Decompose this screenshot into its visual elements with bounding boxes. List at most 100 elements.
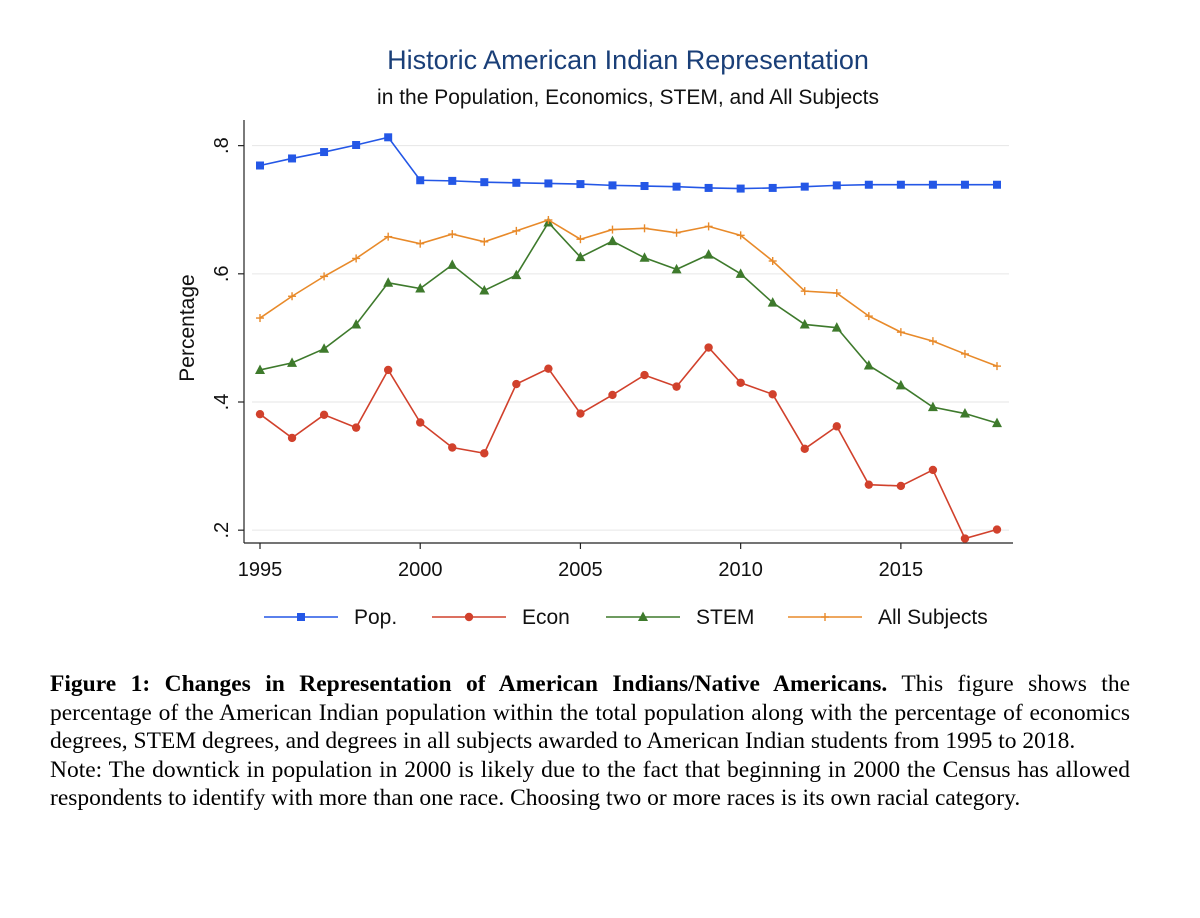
data-point-econ-1998	[351, 423, 361, 432]
data-point-econ-2017	[960, 534, 970, 543]
data-point-stem-1996	[287, 357, 298, 367]
data-point-stem-2006	[607, 235, 618, 246]
data-point-econ-2002	[480, 449, 489, 458]
legend-marker-pop	[297, 613, 305, 621]
series-group	[255, 133, 1002, 543]
data-point-econ-2014	[864, 480, 874, 489]
data-point-econ-2001	[448, 443, 457, 452]
legend-label-pop: Pop.	[354, 606, 397, 629]
data-point-all-subjects-1999	[384, 232, 393, 241]
x-tick-label-3: 2010	[718, 559, 763, 581]
data-point-all-subjects-2001	[448, 230, 457, 239]
line-chart: Historic American Indian Representation …	[176, 45, 1013, 629]
data-point-stem-2011	[767, 297, 778, 307]
chart-title: Historic American Indian Representation	[387, 45, 869, 75]
data-point-pop-2006	[608, 181, 617, 190]
data-point-stem-1995	[255, 364, 265, 374]
data-point-pop-1999	[384, 133, 393, 142]
data-point-pop-2001	[448, 176, 457, 185]
data-point-stem-2005	[575, 251, 586, 262]
data-point-stem-2018	[992, 417, 1002, 428]
x-tick-label-0: 1995	[238, 559, 283, 581]
data-point-pop-1997	[320, 148, 329, 157]
data-point-econ-2011	[768, 390, 777, 399]
legend-marker-stem	[638, 611, 648, 621]
data-point-pop-2000	[416, 176, 425, 185]
y-tick-label-0: .2	[211, 522, 233, 539]
legend-item-pop: Pop.	[264, 606, 397, 629]
legend-item-stem: STEM	[606, 606, 754, 629]
data-point-all-subjects-2006	[608, 225, 617, 234]
legend-marker-all-subjects	[821, 613, 829, 621]
data-point-econ-1999	[383, 365, 393, 375]
data-point-pop-1998	[352, 140, 361, 149]
data-point-stem-2010	[735, 268, 746, 278]
data-point-stem-1998	[351, 318, 362, 329]
data-point-stem-2009	[703, 249, 714, 259]
data-point-all-subjects-2013	[832, 289, 841, 298]
data-point-pop-1995	[256, 161, 264, 170]
data-point-pop-2003	[512, 178, 521, 187]
data-point-stem-2007	[639, 252, 650, 262]
x-tick-label-2: 2005	[558, 559, 603, 581]
data-point-stem-2003	[511, 269, 522, 280]
data-point-pop-2011	[768, 183, 777, 192]
data-point-econ-1996	[287, 433, 297, 443]
data-point-all-subjects-2015	[896, 328, 905, 337]
data-point-econ-2000	[416, 418, 425, 427]
legend-item-econ: Econ	[432, 606, 570, 629]
data-point-stem-2013	[831, 322, 842, 332]
data-point-pop-2002	[480, 178, 489, 187]
data-point-all-subjects-2004	[544, 215, 553, 224]
data-point-stem-2008	[671, 263, 682, 274]
data-point-econ-2008	[672, 382, 681, 391]
data-point-pop-2009	[704, 183, 713, 192]
data-point-all-subjects-1996	[288, 292, 297, 301]
x-axis-ticks: 1995 2000 2005 2010 2015	[238, 543, 923, 581]
data-point-all-subjects-1998	[352, 254, 361, 263]
data-point-pop-2013	[832, 181, 841, 190]
series-line-pop	[259, 136, 997, 190]
data-point-all-subjects-2011	[768, 257, 777, 265]
data-point-pop-2007	[640, 182, 649, 191]
data-point-stem-2000	[415, 283, 426, 293]
caption-text: This figure shows the percentage of the …	[50, 671, 1130, 754]
data-point-pop-2008	[672, 182, 681, 191]
data-point-all-subjects-2014	[864, 312, 873, 321]
data-point-stem-2012	[799, 318, 810, 329]
data-point-econ-2016	[928, 465, 938, 475]
data-point-stem-2016	[927, 401, 938, 412]
data-point-all-subjects-2008	[672, 228, 681, 237]
data-point-stem-1999	[383, 277, 394, 287]
data-point-all-subjects-2003	[512, 226, 521, 235]
data-point-pop-2004	[544, 179, 553, 188]
data-point-stem-1997	[319, 343, 330, 353]
data-point-pop-2018	[993, 180, 1001, 189]
y-axis-label: Percentage	[176, 274, 199, 381]
legend-item-all-subjects: All Subjects	[788, 606, 988, 629]
figure-caption: Figure 1: Changes in Representation of A…	[50, 670, 1130, 813]
data-point-stem-2001	[447, 259, 458, 269]
x-tick-label-1: 2000	[398, 559, 443, 581]
data-point-pop-2005	[576, 180, 585, 189]
legend: Pop. Econ STEM All Subjects	[264, 606, 988, 629]
data-point-econ-2009	[704, 343, 713, 352]
data-point-econ-2005	[576, 409, 585, 418]
data-point-econ-1995	[255, 409, 265, 419]
y-tick-label-2: .6	[211, 265, 233, 282]
data-point-all-subjects-2017	[960, 349, 969, 358]
legend-label-econ: Econ	[522, 606, 570, 629]
axes	[243, 120, 1013, 544]
data-point-all-subjects-2007	[640, 224, 649, 233]
data-point-econ-2007	[640, 370, 649, 380]
data-point-econ-2006	[608, 390, 617, 400]
data-point-pop-2015	[896, 180, 905, 189]
data-point-econ-1997	[319, 410, 329, 420]
data-point-pop-2016	[928, 180, 937, 189]
x-tick-label-4: 2015	[879, 559, 924, 581]
data-point-pop-2014	[864, 180, 873, 189]
data-point-econ-2012	[800, 444, 809, 453]
data-point-econ-2018	[992, 525, 1002, 534]
data-point-econ-2013	[832, 422, 841, 431]
data-point-econ-2010	[736, 378, 745, 387]
